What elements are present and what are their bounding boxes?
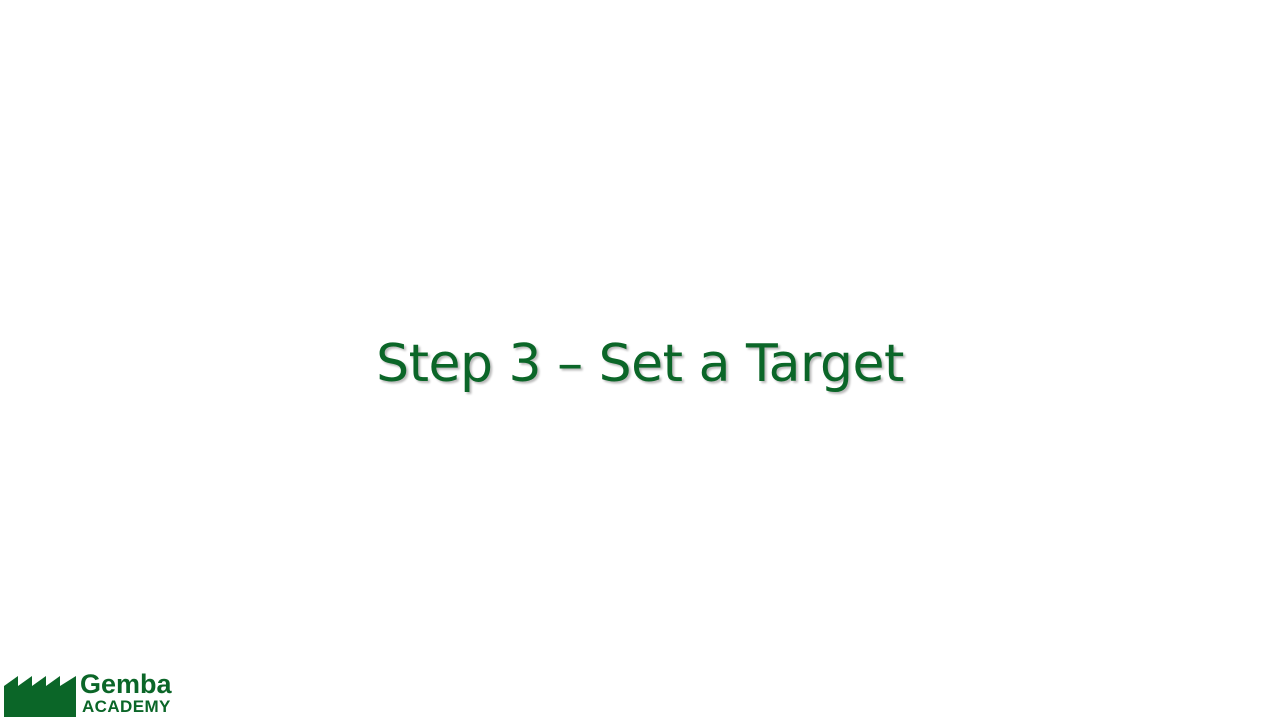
gemba-academy-logo: Gemba ACADEMY <box>4 669 194 718</box>
slide-title: Step 3 – Set a Target <box>376 334 904 394</box>
logo-subtitle: ACADEMY <box>82 697 171 716</box>
factory-roof-icon <box>4 676 76 717</box>
logo-wordmark: Gemba <box>80 669 172 699</box>
